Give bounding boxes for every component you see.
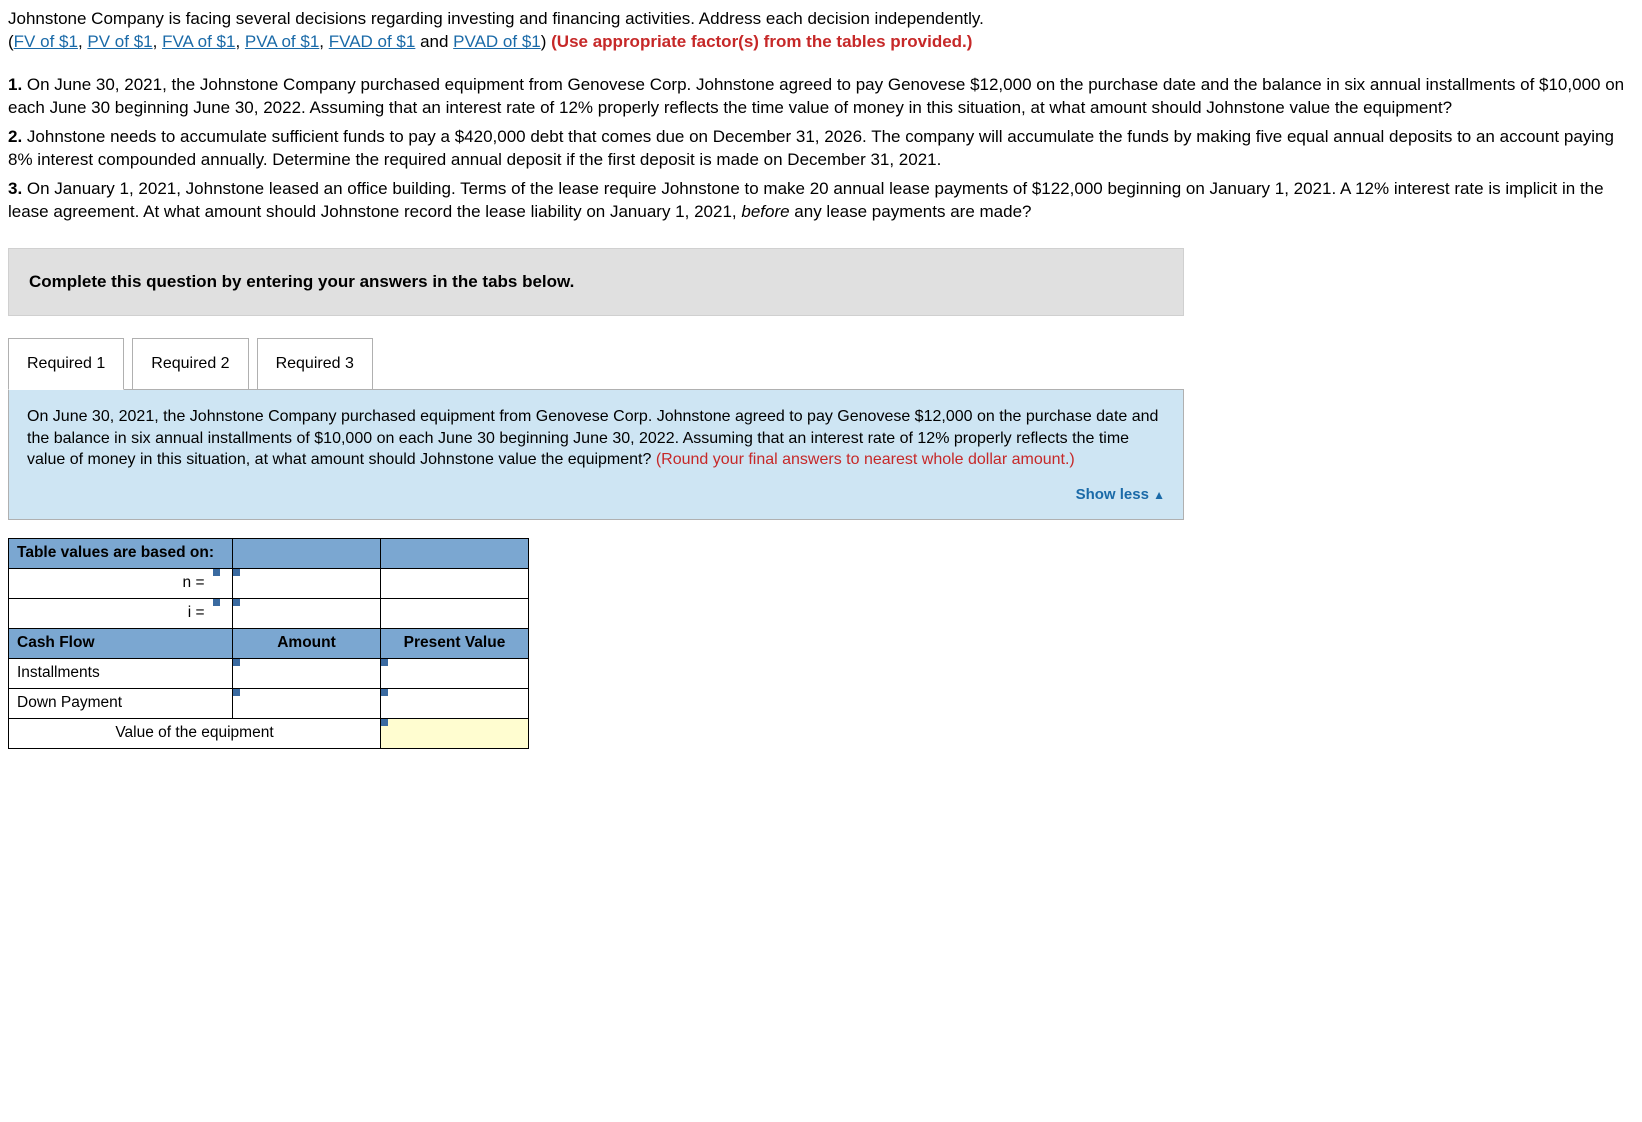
- hdr-amount: Amount: [233, 628, 381, 658]
- input-installments-amount[interactable]: [233, 658, 381, 688]
- row-down-label: Down Payment: [9, 688, 233, 718]
- input-n[interactable]: [213, 568, 233, 598]
- input-down-pv[interactable]: [381, 688, 529, 718]
- chevron-up-icon: ▲: [1153, 488, 1165, 502]
- link-fva[interactable]: FVA of $1: [162, 32, 235, 51]
- panel-hint: (Round your final answers to nearest who…: [656, 451, 1075, 468]
- calc-table: Table values are based on: n = i = Cash …: [8, 538, 529, 748]
- instruction-bar: Complete this question by entering your …: [8, 248, 1184, 317]
- input-down-amount[interactable]: [233, 688, 381, 718]
- question-text: Johnstone Company is facing several deci…: [8, 8, 1634, 54]
- blank-i-pv: [381, 598, 529, 628]
- part-1-num: 1.: [8, 75, 22, 94]
- part-2-num: 2.: [8, 127, 22, 146]
- input-installments-pv[interactable]: [381, 658, 529, 688]
- label-i: i =: [9, 598, 213, 628]
- tab-required-1[interactable]: Required 1: [8, 338, 124, 390]
- link-fvad[interactable]: FVAD of $1: [329, 32, 416, 51]
- hdr-basis-blank1: [233, 539, 381, 569]
- tabs-row: Required 1 Required 2 Required 3: [8, 338, 1184, 390]
- part-3: 3. On January 1, 2021, Johnstone leased …: [8, 178, 1634, 224]
- factor-note: (Use appropriate factor(s) from the tabl…: [546, 32, 972, 51]
- label-n: n =: [9, 568, 213, 598]
- hdr-basis: Table values are based on:: [9, 539, 233, 569]
- input-i-ext[interactable]: [233, 598, 381, 628]
- tab-required-2[interactable]: Required 2: [132, 338, 248, 390]
- part-2: 2. Johnstone needs to accumulate suffici…: [8, 126, 1634, 172]
- part-3-italic: before: [741, 202, 789, 221]
- part-1: 1. On June 30, 2021, the Johnstone Compa…: [8, 74, 1634, 120]
- link-fv[interactable]: FV of $1: [14, 32, 78, 51]
- tab-panel: On June 30, 2021, the Johnstone Company …: [8, 389, 1184, 520]
- part-3-text-b: any lease payments are made?: [790, 202, 1032, 221]
- row-voe-label: Value of the equipment: [9, 718, 381, 748]
- hdr-basis-blank2: [381, 539, 529, 569]
- answer-area: Complete this question by entering your …: [8, 248, 1184, 749]
- part-3-num: 3.: [8, 179, 22, 198]
- input-voe-pv[interactable]: [381, 718, 529, 748]
- intro-lead: Johnstone Company is facing several deci…: [8, 9, 984, 28]
- hdr-cashflow: Cash Flow: [9, 628, 233, 658]
- question-parts: 1. On June 30, 2021, the Johnstone Compa…: [8, 74, 1634, 224]
- hdr-pv: Present Value: [381, 628, 529, 658]
- show-less-toggle[interactable]: Show less ▲: [27, 485, 1165, 505]
- row-installments-label: Installments: [9, 658, 233, 688]
- link-pv[interactable]: PV of $1: [87, 32, 152, 51]
- link-pva[interactable]: PVA of $1: [245, 32, 319, 51]
- part-2-text: Johnstone needs to accumulate sufficient…: [8, 127, 1614, 169]
- show-less-label: Show less: [1076, 486, 1149, 503]
- blank-n-pv: [381, 568, 529, 598]
- part-1-text: On June 30, 2021, the Johnstone Company …: [8, 75, 1624, 117]
- input-n-ext[interactable]: [233, 568, 381, 598]
- input-i[interactable]: [213, 598, 233, 628]
- link-pvad[interactable]: PVAD of $1: [453, 32, 541, 51]
- tab-required-3[interactable]: Required 3: [257, 338, 373, 390]
